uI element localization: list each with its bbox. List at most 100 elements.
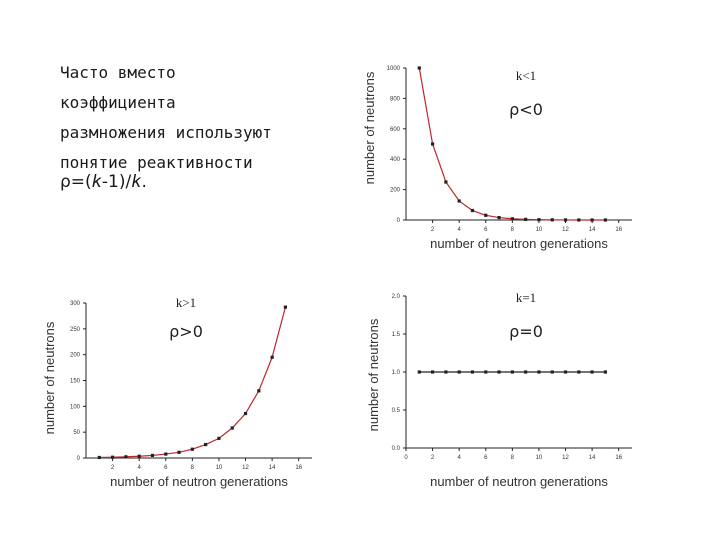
k-equal-point-10 bbox=[550, 370, 554, 374]
k-equal-k-annotation: k=1 bbox=[516, 290, 536, 305]
formula-mid: -1)/ bbox=[101, 172, 132, 192]
k-less-point-4 bbox=[470, 208, 475, 213]
k-equal-point-6 bbox=[497, 370, 501, 374]
k-less-x-tick-label-5: 12 bbox=[562, 227, 569, 233]
k-less-point-6 bbox=[497, 215, 501, 220]
k-greater-point-10 bbox=[230, 426, 234, 430]
k-less-x-tick-label-2: 6 bbox=[484, 227, 488, 233]
k-equal-x-axis-label: number of neutron generations bbox=[430, 474, 608, 489]
k-greater-y-tick-label-4: 200 bbox=[70, 353, 81, 359]
k-equal-point-7 bbox=[510, 370, 514, 374]
k-greater-point-3 bbox=[137, 454, 141, 458]
k-equal-point-8 bbox=[524, 370, 528, 374]
k-less-x-tick-label-6: 14 bbox=[589, 227, 596, 233]
k-less-point-10 bbox=[550, 218, 554, 222]
k-equal-x-tick-label-6: 12 bbox=[562, 455, 569, 461]
k-less-point-2 bbox=[444, 180, 448, 184]
k-less-point-0 bbox=[417, 66, 421, 70]
k-equal-point-5 bbox=[484, 370, 488, 374]
k-greater-point-8 bbox=[204, 442, 208, 447]
k-less-x-tick-label-0: 2 bbox=[431, 227, 435, 233]
k-less-x-tick-label-3: 8 bbox=[511, 227, 515, 233]
k-equal-point-3 bbox=[457, 370, 461, 374]
k-less-x-axis-label: number of neutron generations bbox=[430, 236, 608, 251]
k-greater-point-11 bbox=[243, 411, 248, 416]
k-greater-x-tick-label-2: 6 bbox=[164, 465, 168, 471]
k-greater-x-tick-label-4: 10 bbox=[216, 465, 223, 471]
k-equal-point-13 bbox=[590, 370, 594, 374]
k-less-rho-annotation: ρ<0 bbox=[509, 100, 543, 119]
k-greater-x-tick-label-5: 12 bbox=[242, 465, 249, 471]
k-greater-point-14 bbox=[283, 305, 288, 309]
k-less-point-14 bbox=[603, 218, 608, 222]
k-less-point-7 bbox=[510, 217, 514, 221]
k-greater-point-5 bbox=[164, 452, 168, 456]
k-greater-y-tick-label-2: 100 bbox=[70, 404, 81, 410]
text-line-4: понятие реактивности bbox=[60, 153, 253, 172]
k-equal-point-11 bbox=[563, 370, 568, 374]
k-less-y-axis-label: number of neutrons bbox=[362, 71, 377, 184]
k-equal-point-4 bbox=[470, 370, 475, 374]
k-equal-rho-annotation: ρ=0 bbox=[509, 322, 543, 341]
k-less-point-9 bbox=[537, 218, 541, 222]
k-less-y-tick-label-0: 0 bbox=[397, 218, 401, 224]
k-equal-point-2 bbox=[444, 370, 448, 374]
k-less-x-tick-label-4: 10 bbox=[536, 227, 543, 233]
k-less-k-annotation: k<1 bbox=[516, 68, 536, 83]
k-equal-y-tick-label-2: 1.0 bbox=[392, 370, 401, 376]
description-text: Часто вместо коэффициента размножения ис… bbox=[60, 58, 360, 178]
text-line-3: размножения используют bbox=[60, 123, 272, 142]
k-less-point-3 bbox=[457, 199, 461, 203]
k-less-point-5 bbox=[484, 213, 488, 217]
k-greater-k-annotation: k>1 bbox=[176, 295, 196, 310]
k-equal-y-tick-label-0: 0.0 bbox=[392, 446, 401, 452]
k-less-point-8 bbox=[524, 217, 528, 221]
k-equal-x-tick-label-4: 8 bbox=[511, 455, 515, 461]
k-greater-x-tick-label-7: 16 bbox=[295, 465, 302, 471]
k-equal-x-tick-label-1: 2 bbox=[431, 455, 435, 461]
formula-k: k bbox=[91, 172, 102, 192]
formula-prefix: ρ=( bbox=[60, 172, 92, 192]
k-less-point-1 bbox=[430, 142, 435, 146]
k-greater-x-axis-label: number of neutron generations bbox=[110, 474, 288, 489]
k-less-point-11 bbox=[563, 218, 568, 222]
k-greater-y-tick-label-1: 50 bbox=[73, 430, 80, 436]
k-greater-y-tick-label-3: 150 bbox=[70, 379, 81, 385]
k-equal-x-tick-label-2: 4 bbox=[458, 455, 462, 461]
k-equal-point-0 bbox=[417, 370, 421, 374]
k-equal-x-tick-label-0: 0 bbox=[404, 455, 408, 461]
k-greater-x-tick-label-3: 8 bbox=[191, 465, 195, 471]
k-greater-y-tick-label-6: 300 bbox=[70, 301, 81, 307]
k-less-point-12 bbox=[577, 218, 581, 222]
k-greater-point-0 bbox=[97, 455, 101, 460]
k-equal-x-tick-label-5: 10 bbox=[536, 455, 543, 461]
k-greater-y-tick-label-0: 0 bbox=[77, 456, 81, 462]
k-greater-x-tick-label-1: 4 bbox=[138, 465, 142, 471]
k-less-y-tick-label-3: 600 bbox=[390, 127, 401, 133]
k-equal-x-tick-label-7: 14 bbox=[589, 455, 596, 461]
k-greater-point-2 bbox=[124, 455, 128, 459]
k-greater-y-tick-label-5: 250 bbox=[70, 327, 81, 333]
k-equal-point-14 bbox=[603, 370, 608, 374]
k-greater-x-tick-label-6: 14 bbox=[269, 465, 276, 471]
k-equal-y-tick-label-4: 2.0 bbox=[392, 294, 401, 300]
text-line-1: Часто вместо bbox=[60, 63, 176, 82]
k-less-y-tick-label-1: 200 bbox=[390, 188, 401, 194]
k-equal-x-tick-label-3: 6 bbox=[484, 455, 488, 461]
k-less-fit-curve bbox=[418, 67, 606, 221]
k-greater-point-12 bbox=[257, 389, 261, 393]
k-equal-y-axis-label: number of neutrons bbox=[366, 318, 381, 431]
k-greater-rho-annotation: ρ>0 bbox=[169, 322, 203, 341]
k-equal-point-1 bbox=[430, 370, 435, 374]
k-equal-x-tick-label-8: 16 bbox=[615, 455, 622, 461]
formula-k2: k bbox=[131, 172, 142, 192]
formula-suffix: . bbox=[141, 172, 147, 192]
k-greater-point-9 bbox=[217, 436, 221, 440]
k-equal-y-tick-label-1: 0.5 bbox=[392, 408, 401, 414]
k-less-x-tick-label-1: 4 bbox=[458, 227, 462, 233]
k-greater-point-4 bbox=[150, 453, 155, 458]
k-less-y-tick-label-4: 800 bbox=[390, 96, 401, 102]
k-greater-point-7 bbox=[190, 447, 194, 451]
k-greater-y-axis-label: number of neutrons bbox=[42, 321, 57, 434]
k-less-point-13 bbox=[590, 218, 594, 222]
